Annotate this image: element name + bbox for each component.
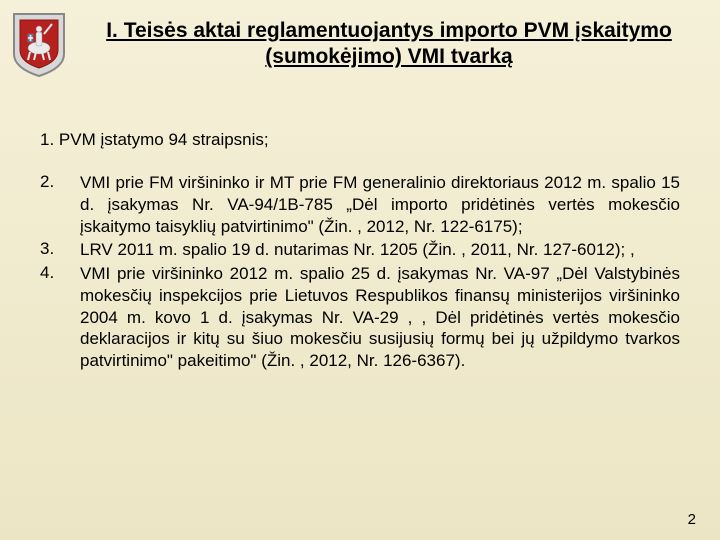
page-number: 2: [688, 511, 696, 528]
page-title: I. Teisės aktai reglamentuojantys import…: [88, 18, 690, 71]
list-num: 4.: [40, 263, 70, 372]
numbered-list: 2. VMI prie FM viršininko ir MT prie FM …: [40, 172, 680, 372]
list-num: 3.: [40, 239, 70, 261]
list-text: LRV 2011 m. spalio 19 d. nutarimas Nr. 1…: [80, 239, 680, 261]
content-area: 1. PVM įstatymo 94 straipsnis; 2. VMI pr…: [40, 130, 680, 372]
list-num: 2.: [40, 172, 70, 237]
list-item-1: 1. PVM įstatymo 94 straipsnis;: [40, 130, 680, 150]
list-text: VMI prie viršininko 2012 m. spalio 25 d.…: [80, 263, 680, 372]
list-text: VMI prie FM viršininko ir MT prie FM gen…: [80, 172, 680, 237]
coat-of-arms: [10, 10, 68, 78]
